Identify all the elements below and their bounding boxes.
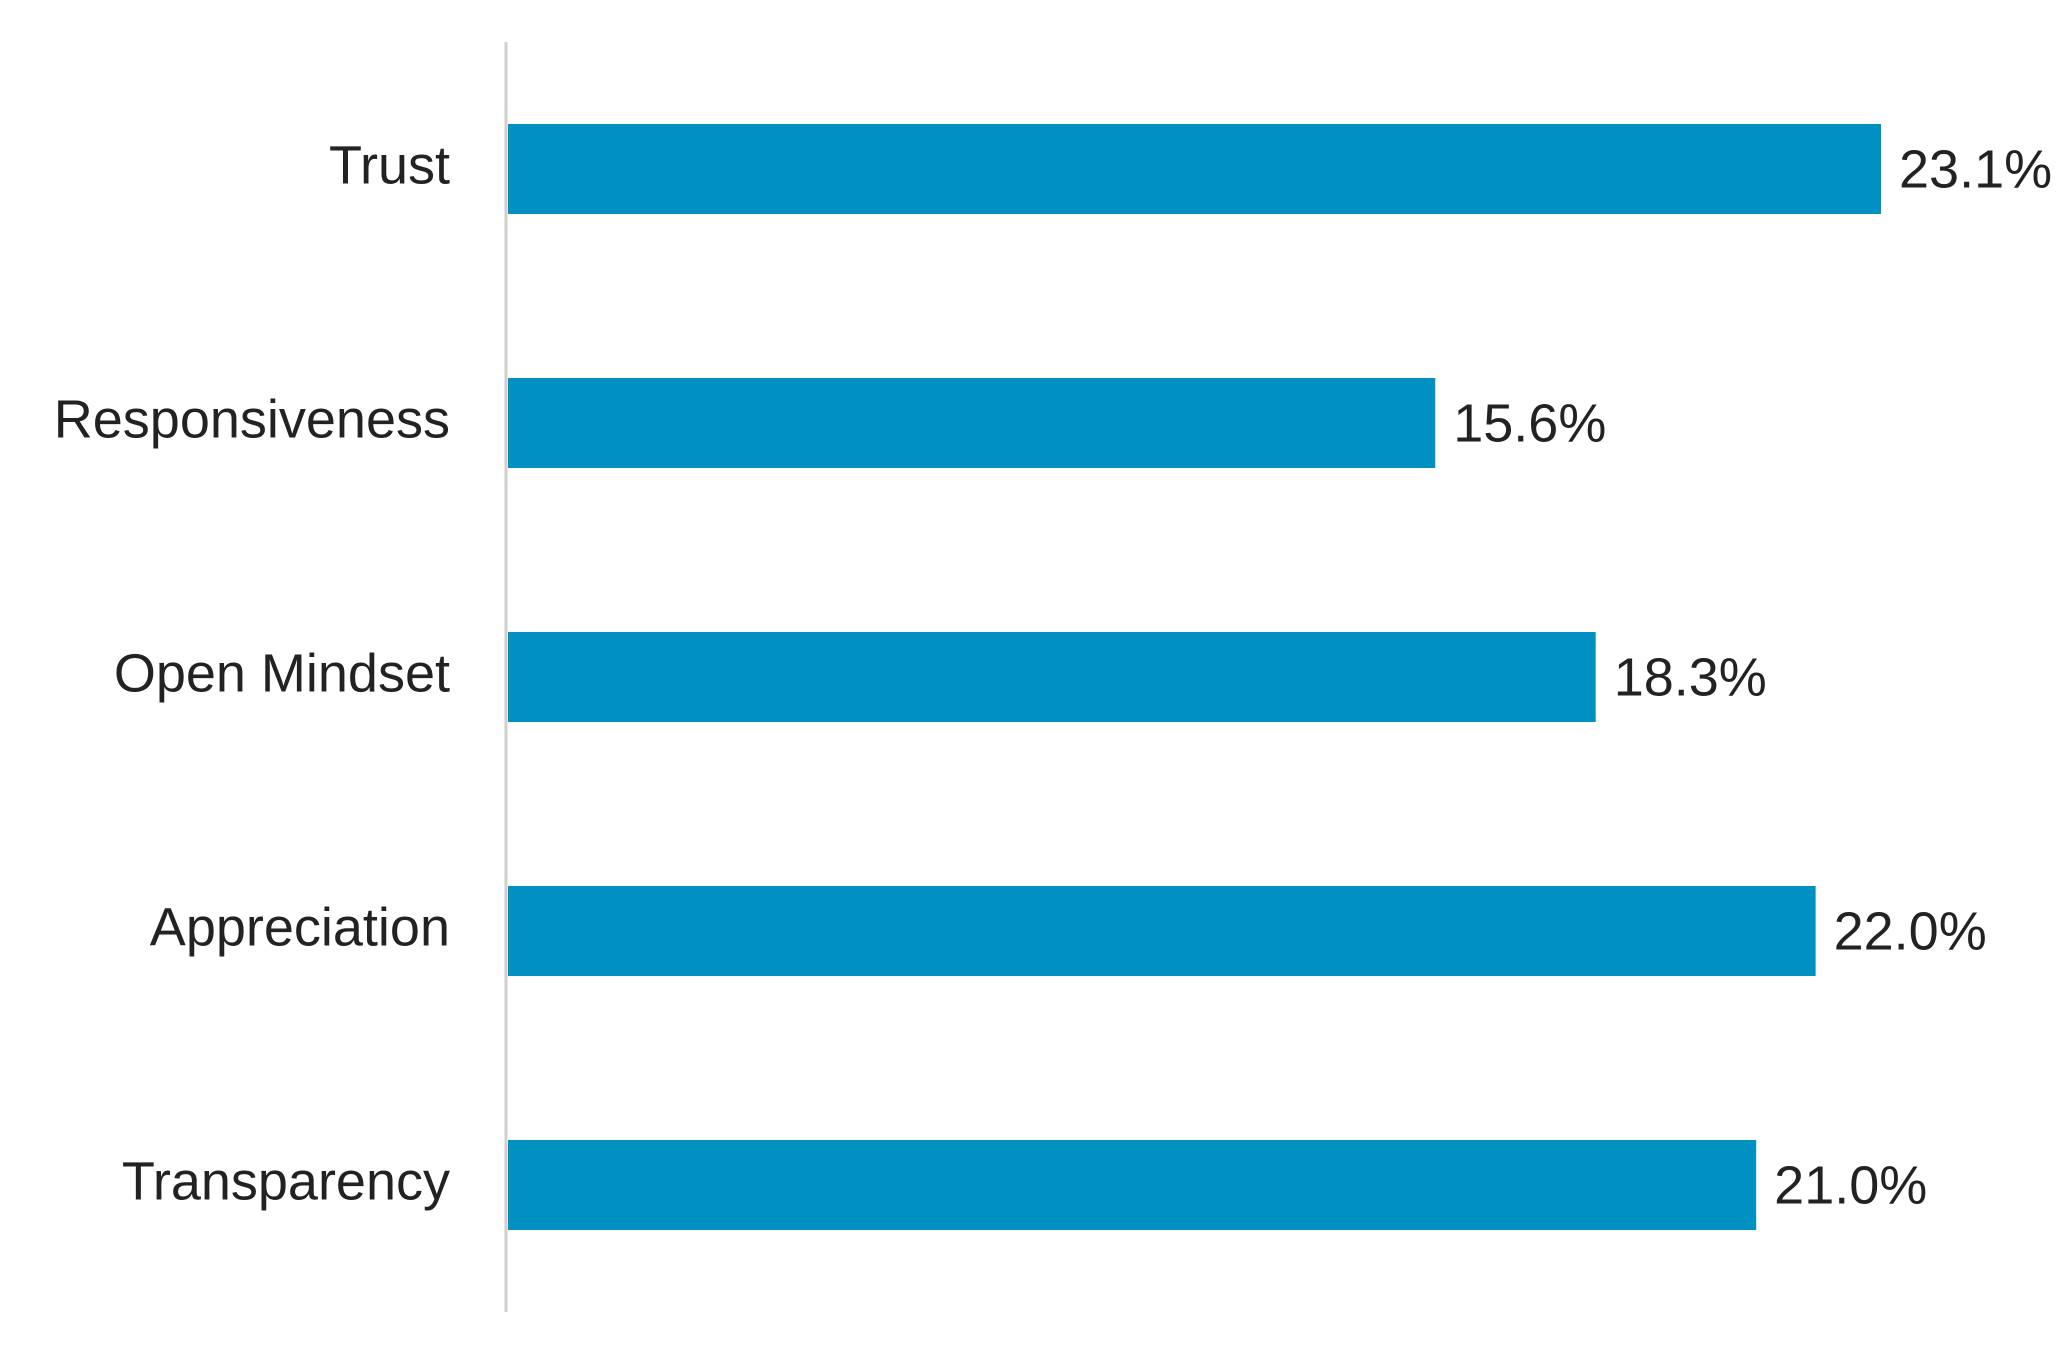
bar-transparency [508,1140,1757,1230]
value-label: 22.0% [1834,901,1987,961]
value-labels-group: 23.1% 15.6% 18.3% 22.0% 21.0% [1453,139,2052,1215]
bars-group [508,124,1881,1230]
value-label: 15.6% [1453,393,1606,453]
value-label: 23.1% [1899,139,2052,199]
category-labels-group: Trust Responsiveness Open Mindset Appreciat… [54,135,450,1211]
bar-responsiveness [508,378,1436,468]
category-label: Trust [329,135,450,195]
value-label: 21.0% [1774,1155,1927,1215]
category-label: Appreciation [150,897,450,957]
category-label: Responsiveness [54,389,450,449]
bar-open-mindset [508,632,1596,722]
bar-appreciation [508,886,1816,976]
category-label: Open Mindset [114,643,450,703]
category-label: Transparency [122,1151,450,1211]
bar-trust [508,124,1881,214]
value-label: 18.3% [1614,647,1767,707]
